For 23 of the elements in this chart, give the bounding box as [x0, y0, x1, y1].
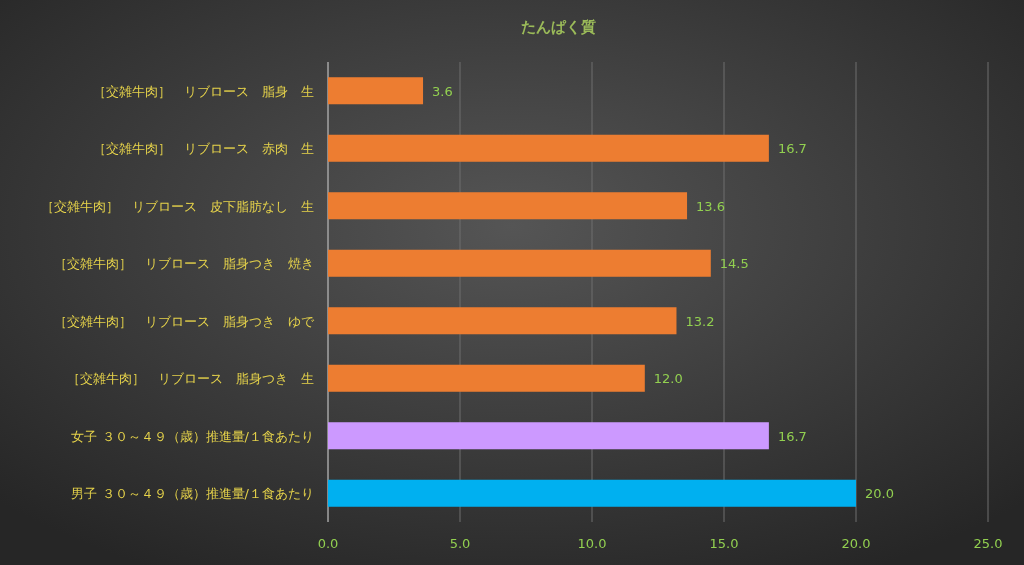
y-tick-label: 男子 ３０～４９（歳）推進量/１食あたり [71, 486, 314, 502]
y-tick-label: ［交雑牛肉］ リブロース 脂身つき ゆで [54, 313, 315, 329]
x-tick-label: 10.0 [577, 536, 607, 551]
data-label: 16.7 [777, 141, 807, 157]
y-tick-label: ［交雑牛肉］ リブロース 脂身つき 生 [67, 371, 314, 387]
data-label: 14.5 [719, 256, 749, 272]
data-label: 13.2 [685, 313, 715, 329]
x-tick-label: 25.0 [973, 536, 1003, 551]
y-tick-label: ［交雑牛肉］ リブロース 脂身つき 焼き [54, 256, 314, 272]
data-label: 3.6 [432, 83, 453, 99]
data-label: 13.6 [696, 198, 725, 214]
data-label: 12.0 [653, 371, 683, 387]
data-label: 16.7 [777, 428, 807, 444]
y-tick-label: ［交雑牛肉］ リブロース 脂身 生 [93, 83, 314, 99]
x-tick-label: 15.0 [709, 536, 739, 551]
y-tick-label: 女子 ３０～４９（歳）推進量/１食あたり [71, 428, 314, 444]
x-tick-label: 0.0 [317, 536, 339, 551]
y-tick-label: ［交雑牛肉］ リブロース 赤肉 生 [93, 141, 314, 157]
x-tick-label: 5.0 [449, 536, 471, 551]
data-label: 20.0 [865, 486, 894, 502]
chart-title: たんぱく質 [520, 18, 596, 36]
y-tick-label: ［交雑牛肉］ リブロース 皮下脂肪なし 生 [41, 198, 314, 214]
x-tick-label: 20.0 [841, 536, 871, 551]
